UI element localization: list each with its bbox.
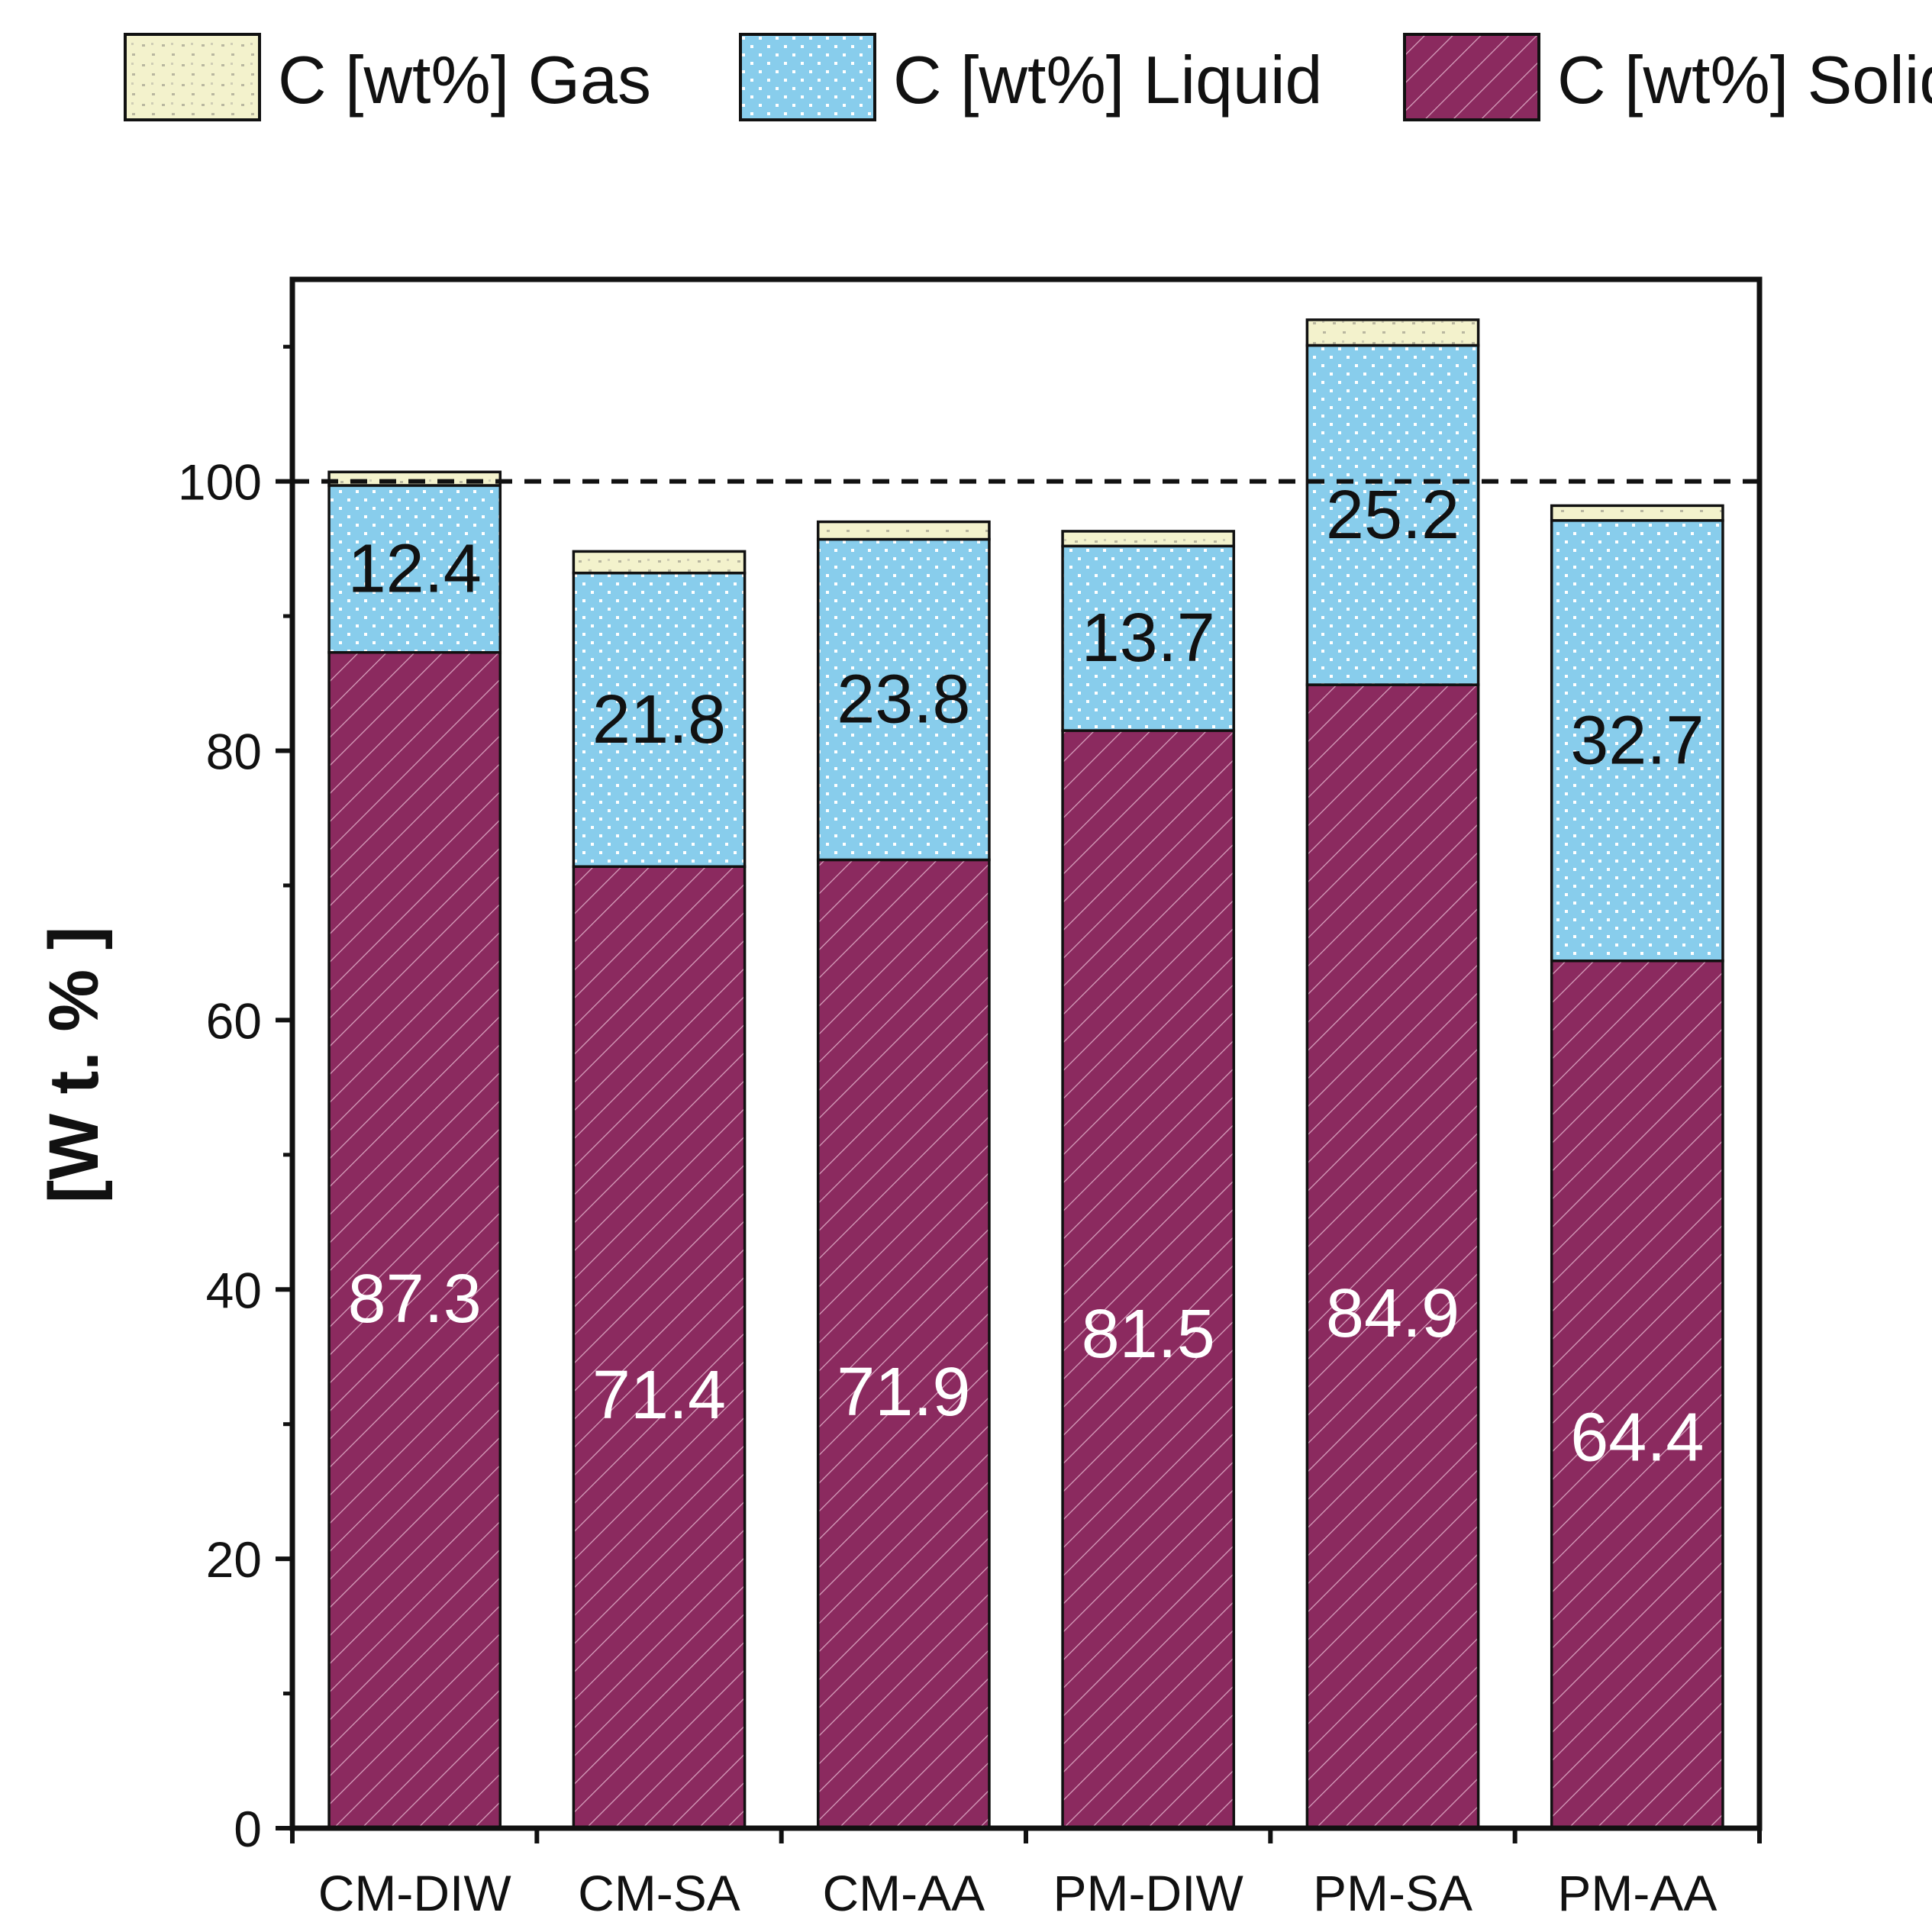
x-tick-label-cm-aa: CM-AA bbox=[822, 1865, 985, 1921]
legend-label-solid: C [wt%] Solid bbox=[1557, 42, 1932, 118]
y-tick-label: 20 bbox=[206, 1531, 262, 1588]
x-tick-label-pm-sa: PM-SA bbox=[1313, 1865, 1472, 1921]
legend-label-gas: C [wt%] Gas bbox=[278, 42, 651, 118]
data-label-liquid-cm-aa: 23.8 bbox=[837, 661, 970, 737]
y-tick-label: 100 bbox=[178, 454, 262, 511]
bar-segment-solid-pm-sa bbox=[1305, 683, 1480, 1830]
legend-label-liquid: C [wt%] Liquid bbox=[893, 42, 1322, 118]
data-label-solid-cm-sa: 71.4 bbox=[592, 1357, 726, 1434]
y-axis-title: [W t. % ] bbox=[35, 927, 113, 1204]
legend-swatch-solid bbox=[1403, 33, 1540, 121]
bar-stack-pm-diw: 81.5 13.7 bbox=[1061, 530, 1236, 1830]
bar-segment-gas-pm-diw bbox=[1061, 530, 1236, 548]
bar-stack-cm-diw: 87.3 12.4 bbox=[327, 470, 502, 1830]
bar-segment-solid-pm-diw bbox=[1061, 729, 1236, 1830]
x-tick-label-pm-aa: PM-AA bbox=[1557, 1865, 1717, 1921]
y-tick-label: 80 bbox=[206, 724, 262, 780]
y-tick-label: 40 bbox=[206, 1262, 262, 1318]
data-label-liquid-cm-diw: 12.4 bbox=[348, 531, 482, 607]
bar-segment-liquid-pm-aa bbox=[1550, 519, 1724, 963]
data-label-solid-pm-aa: 64.4 bbox=[1570, 1400, 1704, 1476]
data-label-liquid-pm-aa: 32.7 bbox=[1570, 702, 1704, 779]
x-tick-label-cm-sa: CM-SA bbox=[578, 1865, 740, 1921]
bar-segment-liquid-cm-diw bbox=[327, 484, 502, 654]
bar-segment-gas-pm-sa bbox=[1305, 318, 1480, 347]
legend-swatch-gas bbox=[124, 33, 261, 121]
bar-segment-liquid-pm-sa bbox=[1305, 344, 1480, 686]
legend-item-gas: C [wt%] Gas bbox=[124, 33, 651, 121]
y-tick-label: 60 bbox=[206, 992, 262, 1049]
data-label-liquid-pm-sa: 25.2 bbox=[1326, 477, 1459, 553]
bars-layer: 87.3 12.4 71.4 21.8 71.9 23.8 81.5 13.7 84.9 25.2… bbox=[327, 318, 1724, 1830]
bar-segment-solid-cm-sa bbox=[572, 865, 747, 1830]
legend-item-liquid: C [wt%] Liquid bbox=[739, 33, 1322, 121]
bar-stack-pm-sa: 84.9 25.2 bbox=[1305, 318, 1480, 1830]
data-label-solid-cm-aa: 71.9 bbox=[837, 1354, 970, 1430]
bar-segment-solid-cm-aa bbox=[816, 858, 991, 1830]
plot-frame bbox=[289, 276, 1763, 1831]
legend-swatch-liquid bbox=[739, 33, 876, 121]
legend-item-solid: C [wt%] Solid bbox=[1403, 33, 1932, 121]
axes-layer: 0 20 40 60 80 100 CM-DIW CM-SA CM-AA PM-DIW PM-SA P… bbox=[178, 276, 1763, 1921]
data-label-liquid-cm-sa: 21.8 bbox=[592, 682, 726, 758]
bar-segment-liquid-cm-aa bbox=[816, 537, 991, 862]
bar-stack-cm-sa: 71.4 21.8 bbox=[572, 550, 747, 1830]
bar-segment-solid-pm-aa bbox=[1550, 960, 1724, 1830]
bar-segment-gas-cm-diw bbox=[327, 470, 502, 487]
data-label-solid-cm-diw: 87.3 bbox=[348, 1261, 482, 1337]
bar-segment-gas-cm-aa bbox=[816, 520, 991, 541]
x-tick-label-cm-diw: CM-DIW bbox=[318, 1865, 512, 1921]
bar-segment-gas-pm-aa bbox=[1550, 504, 1724, 522]
bar-segment-liquid-pm-diw bbox=[1061, 544, 1236, 732]
bar-segment-gas-cm-sa bbox=[572, 550, 747, 575]
y-tick-label: 0 bbox=[234, 1801, 262, 1857]
bar-segment-solid-cm-diw bbox=[327, 650, 502, 1830]
data-label-solid-pm-sa: 84.9 bbox=[1326, 1276, 1459, 1352]
data-label-solid-pm-diw: 81.5 bbox=[1082, 1296, 1215, 1372]
bar-stack-pm-aa: 64.4 32.7 bbox=[1550, 504, 1724, 1830]
legend: C [wt%] Gas C [wt%] Liquid C [wt%] Solid bbox=[124, 33, 1932, 121]
x-tick-label-pm-diw: PM-DIW bbox=[1053, 1865, 1244, 1921]
bar-stack-cm-aa: 71.9 23.8 bbox=[816, 520, 991, 1830]
data-label-liquid-pm-diw: 13.7 bbox=[1082, 600, 1215, 676]
